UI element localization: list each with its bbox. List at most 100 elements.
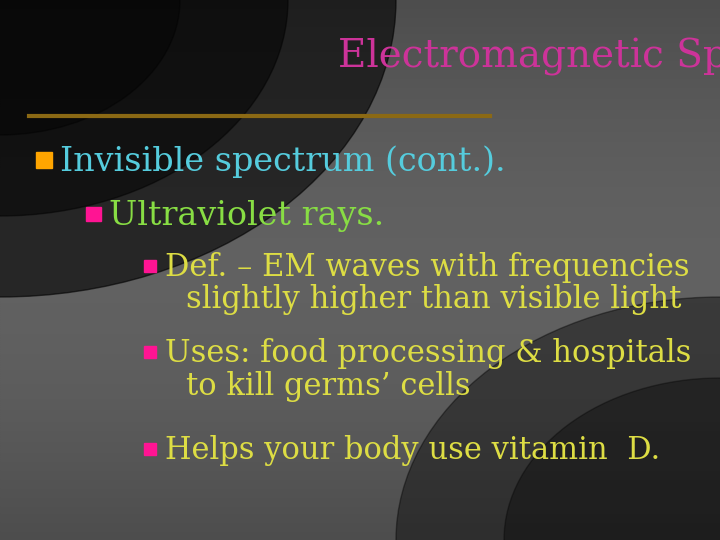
Bar [0,166,720,167]
Bar [0,382,720,383]
Bar [0,405,720,407]
Bar [0,293,720,295]
Bar [0,126,720,128]
Bar [0,380,720,382]
Bar [0,340,720,342]
Bar [0,274,720,275]
Bar [0,509,720,511]
Bar [0,367,720,369]
Bar [0,336,720,339]
Bar [0,151,720,153]
Bar [0,393,720,394]
Bar [0,468,720,470]
Bar [0,123,720,124]
Bar [0,146,720,147]
Bar [0,513,720,515]
Bar [0,444,720,447]
Bar [0,309,720,312]
Bar [0,150,720,151]
Bar [0,239,720,241]
Bar [0,358,720,360]
Bar [0,185,720,187]
Bar [0,394,720,396]
Bar [0,85,720,86]
Bar [0,34,720,36]
Bar [0,414,720,416]
Bar [0,356,720,358]
Bar [0,369,720,371]
Bar [0,4,720,5]
Bar [0,363,720,366]
Bar [0,124,720,126]
Bar [0,477,720,479]
Bar [0,9,720,11]
Bar [0,236,720,238]
Bar [0,538,720,540]
Bar [0,297,720,299]
Circle shape [0,0,396,297]
Bar [0,525,720,528]
Bar [0,498,720,501]
Bar [0,191,720,193]
Bar [0,196,720,198]
Bar [0,349,720,351]
Text: to kill germs’ cells: to kill germs’ cells [186,370,471,402]
Bar [0,139,720,140]
Bar [0,295,720,297]
Bar [0,77,720,79]
Bar [0,490,720,491]
Bar [0,207,720,209]
Bar [0,130,720,131]
Bar [0,56,720,58]
Bar [0,299,720,301]
Bar [0,36,720,38]
Bar [0,221,720,223]
Bar [0,290,720,292]
Bar [0,182,720,184]
Bar [0,7,720,9]
Bar [0,250,720,252]
Bar [0,292,720,293]
Bar [0,441,720,443]
Bar [0,223,720,225]
Bar [0,173,720,174]
Bar [0,157,720,158]
Bar [0,88,720,90]
Bar [0,263,720,265]
Bar [0,47,720,49]
Bar [0,457,720,459]
Text: Helps your body use vitamin  D.: Helps your body use vitamin D. [165,435,660,467]
Bar [0,279,720,281]
Bar [0,174,720,177]
Bar [0,373,720,374]
Bar [0,52,720,54]
Bar [0,45,720,47]
Bar [0,517,720,518]
Bar [0,128,720,130]
Bar [0,137,720,139]
FancyBboxPatch shape [144,346,156,359]
Bar [0,455,720,457]
Bar [0,463,720,464]
Bar [0,231,720,232]
Bar [0,427,720,428]
Bar [0,383,720,385]
FancyBboxPatch shape [144,443,156,455]
Bar [0,241,720,243]
Bar [0,347,720,349]
Bar [0,506,720,508]
Bar [0,407,720,409]
Text: Electromagnetic Spectrum: Electromagnetic Spectrum [338,38,720,76]
Bar [0,258,720,259]
Bar [0,360,720,362]
Bar [0,216,720,218]
Bar [0,286,720,288]
Bar [0,272,720,274]
Bar [0,524,720,525]
Bar [0,20,720,22]
Bar [0,387,720,389]
Bar [0,474,720,475]
Bar [0,254,720,255]
Bar [0,110,720,112]
Bar [0,324,720,326]
